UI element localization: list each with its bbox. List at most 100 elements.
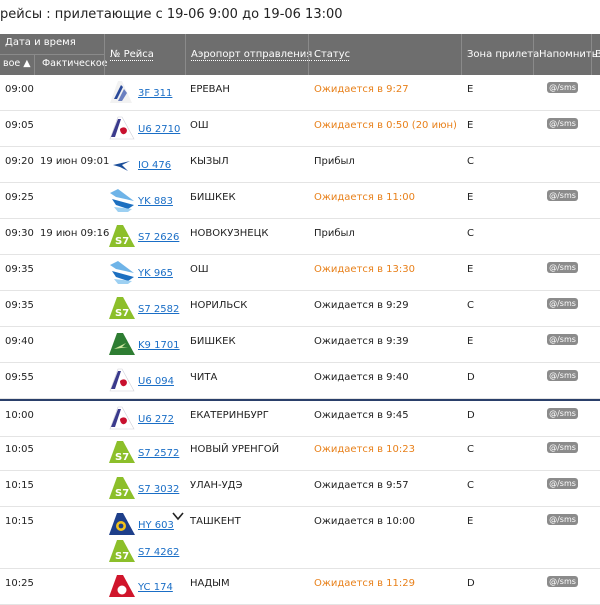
departure-airport: НАДЫМ	[190, 578, 230, 589]
flight-entry: U6 2710	[108, 115, 198, 141]
actual-time: 19 июн 09:16	[40, 228, 110, 239]
flight-entry: S7 S7 3032	[108, 475, 198, 501]
remind-sms-button[interactable]: @/sms	[547, 334, 578, 345]
date-time-group-header: Дата и время	[5, 37, 76, 48]
flight-number-link[interactable]: S7 2582	[138, 304, 180, 315]
arrival-zone: C	[467, 156, 474, 167]
extra-column-header: В	[595, 49, 600, 60]
planned-time: 09:20	[5, 156, 34, 167]
svg-text:S7: S7	[115, 551, 129, 562]
remind-sms-button[interactable]: @/sms	[547, 262, 578, 273]
remind-sms-button[interactable]: @/sms	[547, 190, 578, 201]
table-row[interactable]: 09:30 19 июн 09:16 S7 S7 2626 НОВОКУЗНЕЦК При…	[0, 219, 600, 255]
flight-entry: YK 883	[108, 187, 198, 213]
s7-tail-icon: S7	[108, 295, 136, 321]
flight-status: Ожидается в 9:45	[314, 410, 409, 421]
flight-number-link[interactable]: U6 2710	[138, 124, 181, 135]
table-row[interactable]: 10:05 S7 S7 2572 НОВЫЙ УРЕНГОЙ Ожидается в 1…	[0, 435, 600, 471]
actual-column-header[interactable]: Фактическое	[42, 58, 108, 69]
flight-number-link[interactable]: YK 965	[138, 268, 173, 279]
flight-number-link[interactable]: S7 3032	[138, 484, 180, 495]
table-row[interactable]: 09:40 K9 1701 БИШКЕК Ожидается в 9:39 E @/sms	[0, 327, 600, 363]
flight-entry: S7 S7 2626	[108, 223, 198, 249]
zone-column-header: Зона прилета	[467, 49, 540, 60]
table-row[interactable]: 10:00 U6 272 ЕКАТЕРИНБУРГ Ожидается в 9:45 D…	[0, 399, 600, 437]
remind-sms-button[interactable]: @/sms	[547, 370, 578, 381]
airport-column-header[interactable]: Аэропорт отправления	[191, 49, 313, 60]
flight-status: Ожидается в 9:57	[314, 480, 409, 491]
arrival-zone: C	[467, 444, 474, 455]
avia-traffic-tail-icon	[108, 187, 136, 213]
actual-time: 19 июн 09:01	[40, 156, 110, 167]
flight-entry: S7 S7 2582	[108, 295, 198, 321]
table-row[interactable]: 09:35 YK 965 ОШ Ожидается в 13:30 E @/sms	[0, 255, 600, 291]
flight-entry: S7 S7 4262	[108, 538, 198, 564]
departure-airport: ТАШКЕНТ	[190, 516, 241, 527]
flight-column-header[interactable]: № Рейса	[110, 49, 154, 60]
table-row[interactable]: 10:15 HY 603 S7 S7 4262 ТАШКЕНТ Ожидается в 1…	[0, 507, 600, 569]
arrival-zone: D	[467, 410, 475, 421]
flight-number-link[interactable]: YK 883	[138, 196, 173, 207]
flight-number-link[interactable]: S7 2572	[138, 448, 180, 459]
remind-sms-button[interactable]: @/sms	[547, 478, 578, 489]
planned-time: 09:05	[5, 120, 34, 131]
planned-time: 10:15	[5, 480, 34, 491]
table-row[interactable]: 09:20 19 июн 09:01 IO 476 КЫЗЫЛ Прибыл C	[0, 147, 600, 183]
flight-number-link[interactable]: S7 4262	[138, 547, 180, 558]
table-row[interactable]: 09:05 U6 2710 ОШ Ожидается в 0:50 (20 июн) E…	[0, 111, 600, 147]
remind-column-header: Напомнить	[539, 49, 598, 60]
remind-sms-button[interactable]: @/sms	[547, 514, 578, 525]
flight-number-link[interactable]: HY 603	[138, 520, 174, 531]
flight-number-link[interactable]: YC 174	[138, 582, 173, 593]
table-row[interactable]: 09:00 3F 311 ЕРЕВАН Ожидается в 9:27 E @/sms	[0, 75, 600, 111]
planned-time: 09:40	[5, 336, 34, 347]
planned-time: 09:25	[5, 192, 34, 203]
flight-status: Ожидается в 11:29	[314, 578, 415, 589]
planned-time: 09:55	[5, 372, 34, 383]
remind-sms-button[interactable]: @/sms	[547, 576, 578, 587]
arrival-zone: E	[467, 84, 474, 95]
kras-tail-icon	[108, 331, 136, 357]
planned-time: 10:25	[5, 578, 34, 589]
flight-number-link[interactable]: 3F 311	[138, 88, 173, 99]
flight-status: Ожидается в 13:30	[314, 264, 415, 275]
arrival-zone: E	[467, 516, 474, 527]
arrival-zone: D	[467, 578, 475, 589]
departure-airport: ЕРЕВАН	[190, 84, 230, 95]
chevron-down-icon[interactable]	[172, 511, 184, 521]
table-row[interactable]: 09:35 S7 S7 2582 НОРИЛЬСК Ожидается в 9:29 C @…	[0, 291, 600, 327]
departure-airport: НОВЫЙ УРЕНГОЙ	[190, 444, 280, 455]
flight-entry: HY 603	[108, 511, 198, 537]
uzbekistan-tail-icon	[108, 511, 136, 537]
flight-entry: U6 272	[108, 405, 198, 431]
remind-sms-button[interactable]: @/sms	[547, 298, 578, 309]
remind-sms-button[interactable]: @/sms	[547, 82, 578, 93]
remind-sms-button[interactable]: @/sms	[547, 408, 578, 419]
flight-number-link[interactable]: U6 272	[138, 414, 174, 425]
planned-time: 10:05	[5, 444, 34, 455]
flight-status: Ожидается в 0:50 (20 июн)	[314, 120, 457, 131]
flight-entry: YC 174	[108, 573, 198, 599]
ural-airlines-tail-icon	[108, 405, 136, 431]
flight-status: Ожидается в 10:00	[314, 516, 415, 527]
status-column-header[interactable]: Статус	[314, 49, 351, 60]
departure-airport: ОШ	[190, 120, 209, 131]
flight-entry: IO 476	[108, 151, 198, 177]
flight-number-link[interactable]: S7 2626	[138, 232, 180, 243]
flight-number-link[interactable]: U6 094	[138, 376, 174, 387]
flight-entry: 3F 311	[108, 79, 198, 105]
planned-column-header[interactable]: вое ▲	[3, 58, 31, 69]
remind-sms-button[interactable]: @/sms	[547, 442, 578, 453]
table-row[interactable]: 09:25 YK 883 БИШКЕК Ожидается в 11:00 E @/sms	[0, 183, 600, 219]
flight-number-link[interactable]: IO 476	[138, 160, 172, 171]
flight-entry: S7 S7 2572	[108, 439, 198, 465]
arrival-zone: E	[467, 120, 474, 131]
departure-airport: ЧИТА	[190, 372, 218, 383]
page-title: рейсы : прилетающие с 19-06 9:00 до 19-0…	[0, 7, 343, 22]
table-row[interactable]: 10:15 S7 S7 3032 УЛАН-УДЭ Ожидается в 9:57 C @…	[0, 471, 600, 507]
table-row[interactable]: 09:55 U6 094 ЧИТА Ожидается в 9:40 D @/sms	[0, 363, 600, 399]
remind-sms-button[interactable]: @/sms	[547, 118, 578, 129]
flight-number-link[interactable]: K9 1701	[138, 340, 180, 351]
arrival-zone: C	[467, 300, 474, 311]
s7-tail-icon: S7	[108, 223, 136, 249]
